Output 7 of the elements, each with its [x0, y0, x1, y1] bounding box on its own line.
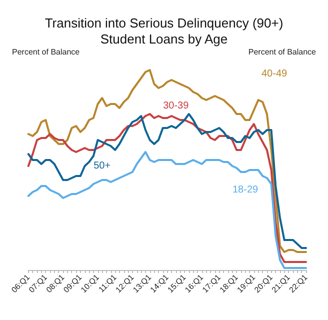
series-label: 18-29	[232, 184, 258, 196]
chart-title: Transition into Serious Delinquency (90+) Student Loans by Age	[44, 16, 284, 46]
text: 40-49	[261, 68, 288, 80]
series-label: 50+	[94, 160, 111, 172]
y-axis-title: Percent of Balance	[12, 48, 80, 56]
series-label: 30-39	[163, 100, 190, 112]
y2-axis-title: Percent of Balance	[248, 48, 317, 56]
